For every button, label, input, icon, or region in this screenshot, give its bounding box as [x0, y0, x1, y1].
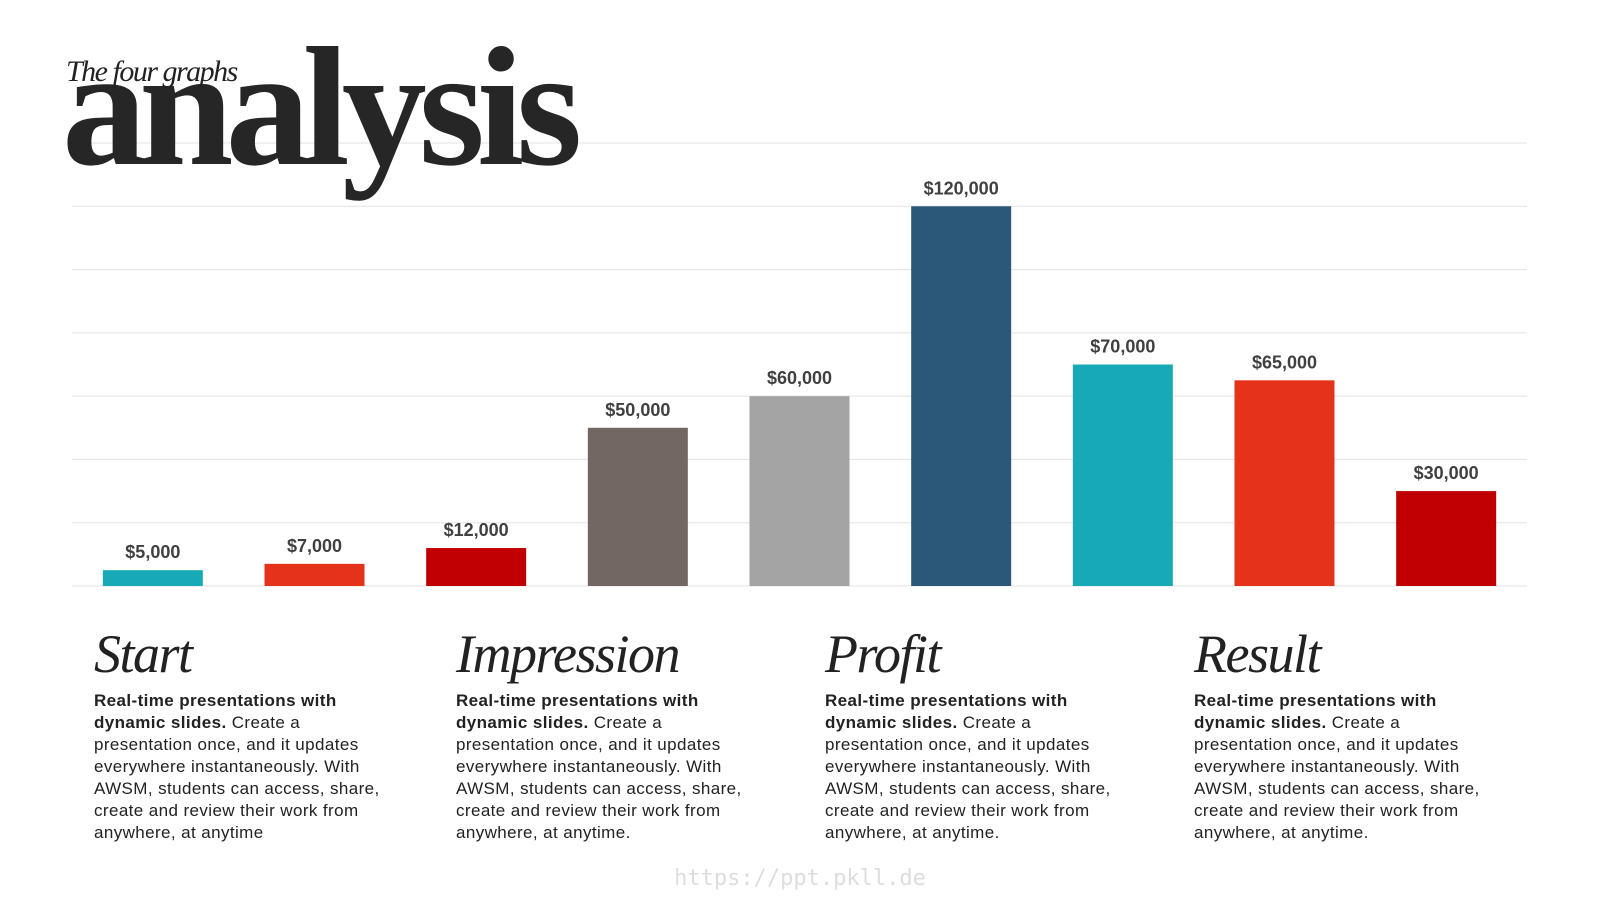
section-lead: Real-time presentations with dynamic sli… — [456, 691, 699, 732]
section-title: Impression — [456, 624, 681, 684]
section-lead: Real-time presentations with dynamic sli… — [1194, 691, 1437, 732]
section-title: Result — [1194, 624, 1321, 684]
title: analysis — [62, 13, 582, 201]
section: Impression Real-time presentations with … — [456, 622, 756, 844]
section-text: Real-time presentations with dynamic sli… — [825, 690, 1125, 844]
value-label: $5,000 — [125, 542, 180, 562]
watermark: https://ppt.pkll.de — [674, 866, 926, 891]
bar — [911, 206, 1012, 587]
section-text: Real-time presentations with dynamic sli… — [94, 690, 394, 844]
bar — [102, 570, 203, 586]
section-text: Real-time presentations with dynamic sli… — [1194, 690, 1494, 844]
section: Result Real-time presentations with dyna… — [1194, 622, 1494, 844]
section-body: Create a presentation once, and it updat… — [825, 713, 1111, 842]
value-label: $50,000 — [605, 400, 670, 420]
bar — [426, 548, 527, 586]
value-label: $65,000 — [1252, 352, 1317, 372]
section-body: Create a presentation once, and it updat… — [1194, 713, 1480, 842]
bar — [1396, 491, 1497, 586]
section-body: Create a presentation once, and it updat… — [94, 713, 380, 842]
bar — [587, 427, 688, 586]
section: Start Real-time presentations with dynam… — [94, 622, 394, 844]
bar — [264, 563, 365, 586]
subtitle: The four graphs — [66, 55, 238, 88]
value-label: $120,000 — [924, 178, 999, 198]
bar — [1234, 380, 1335, 586]
value-label: $7,000 — [287, 536, 342, 556]
section-body: Create a presentation once, and it updat… — [456, 713, 742, 842]
section-title: Profit — [825, 624, 942, 684]
section-title: Start — [94, 624, 193, 684]
value-label: $12,000 — [444, 520, 509, 540]
section-lead: Real-time presentations with dynamic sli… — [825, 691, 1068, 732]
value-label: $60,000 — [767, 368, 832, 388]
section-lead: Real-time presentations with dynamic sli… — [94, 691, 337, 732]
value-label: $70,000 — [1090, 337, 1155, 357]
bar — [749, 396, 850, 586]
value-label: $30,000 — [1414, 463, 1479, 483]
bar — [1072, 364, 1173, 586]
section: Profit Real-time presentations with dyna… — [825, 622, 1125, 844]
section-text: Real-time presentations with dynamic sli… — [456, 690, 756, 844]
